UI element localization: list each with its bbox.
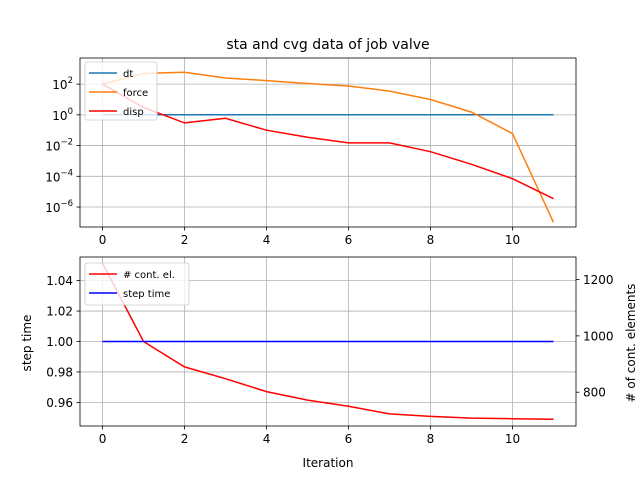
top-legend: dt force disp — [84, 61, 158, 121]
bottom-x-tick-label: 6 — [345, 432, 353, 446]
bottom-x-tick-label: 10 — [505, 432, 520, 446]
top-x-tick-label: 0 — [99, 233, 107, 247]
top-plot-frame — [79, 57, 577, 228]
bottom-legend-label: step time — [123, 289, 170, 300]
top-y-tick-label: 10−4 — [45, 168, 73, 184]
bottom-legend: # cont. el. step time — [84, 262, 190, 306]
series-line--cont-el- — [101, 262, 554, 420]
bottom-legend-label: # cont. el. — [123, 270, 175, 281]
y-axis-label-right: # of cont. elements — [624, 284, 638, 403]
bottom-y-tick-label: 1.00 — [46, 335, 73, 349]
x-axis-label: Iteration — [303, 456, 354, 470]
top-y-tick-label: 10−6 — [45, 199, 73, 215]
top-x-tick-label: 2 — [181, 233, 189, 247]
series-line-force — [102, 71, 555, 223]
top-y-tick-label: 102 — [52, 76, 73, 92]
top-legend-label: force — [123, 88, 148, 99]
top-x-tick-label: 10 — [505, 233, 520, 247]
top-legend-label: dt — [123, 69, 133, 80]
top-legend-frame — [84, 61, 158, 121]
bottom-y-tick-label: 0.98 — [46, 365, 73, 379]
bottom-x-tick-label: 0 — [99, 432, 107, 446]
top-y-tick-label: 10−2 — [45, 138, 73, 154]
top-x-tick-label: 6 — [345, 233, 353, 247]
bottom-x-tick-label: 4 — [263, 432, 271, 446]
bottom-y-tick-label: 1.04 — [46, 274, 73, 288]
bottom-x-tick-label: 2 — [181, 432, 189, 446]
series-line-disp — [102, 83, 554, 200]
bottom-plot-area: 0 2 4 6 8 10 0.96 0.98 1.00 1.02 1.04 800 1000 1200 # … — [46, 256, 614, 446]
chart-title: sta and cvg data of job valve — [226, 37, 429, 53]
top-x-tick-label: 8 — [427, 233, 435, 247]
bottom-y-right-tick-label: 1200 — [583, 273, 614, 287]
top-plot-area: 0 2 4 6 8 10 10−6 10−4 10−2 100 102 dt force disp — [45, 57, 577, 247]
bottom-y-tick-label: 1.02 — [46, 305, 73, 319]
bottom-y-right-tick-label: 1000 — [583, 329, 614, 343]
top-x-tick-label: 4 — [263, 233, 271, 247]
bottom-plot-frame — [79, 256, 577, 427]
top-legend-label: disp — [123, 107, 144, 118]
y-axis-label-left: step time — [20, 315, 34, 372]
bottom-y-right-tick-label: 800 — [583, 386, 606, 400]
bottom-y-tick-label: 0.96 — [46, 396, 73, 410]
bottom-x-tick-label: 8 — [427, 432, 435, 446]
top-y-tick-label: 100 — [52, 107, 73, 123]
